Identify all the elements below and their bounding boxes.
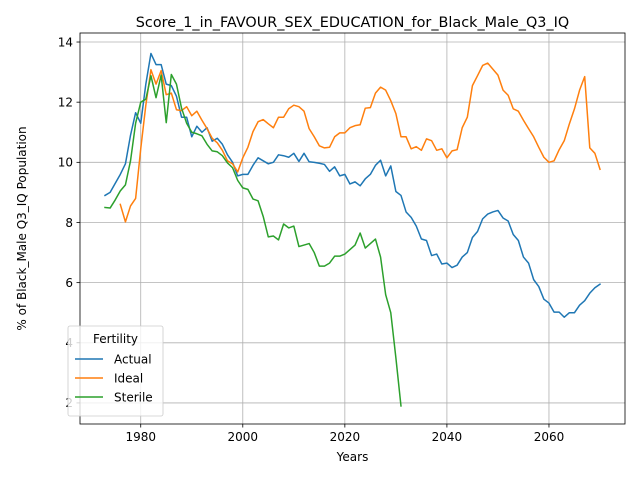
y-tick-label: 14 [58,35,73,49]
chart-title: Score_1_in_FAVOUR_SEX_EDUCATION_for_Blac… [136,15,569,31]
x-tick-label: 2020 [330,430,361,444]
x-tick-label: 2040 [432,430,463,444]
legend-label-ideal: Ideal [114,371,143,385]
series-line-sterile [104,73,402,407]
y-tick-label: 6 [65,276,73,290]
plot-area [80,33,625,424]
legend-title: Fertility [93,332,138,346]
series-line-actual [103,52,602,318]
series-line-ideal [119,62,601,223]
legend-label-sterile: Sterile [114,390,153,404]
x-axis: 1980 2000 2020 2040 2060 [125,424,564,444]
y-axis-label: % of Black_Male Q3_IQ Population [15,126,29,330]
legend-frame [67,325,164,417]
x-tick-label: 1980 [125,430,156,444]
series-layer [103,52,602,407]
x-tick-label: 2000 [228,430,259,444]
y-tick-label: 10 [58,156,73,170]
legend: Fertility Actual Ideal Sterile [67,325,164,417]
y-tick-label: 12 [58,95,73,109]
grid [80,33,625,424]
axes-frame [79,32,626,425]
y-tick-label: 8 [65,216,73,230]
x-axis-label: Years [336,450,369,464]
legend-label-actual: Actual [114,352,152,366]
x-tick-label: 2060 [534,430,565,444]
